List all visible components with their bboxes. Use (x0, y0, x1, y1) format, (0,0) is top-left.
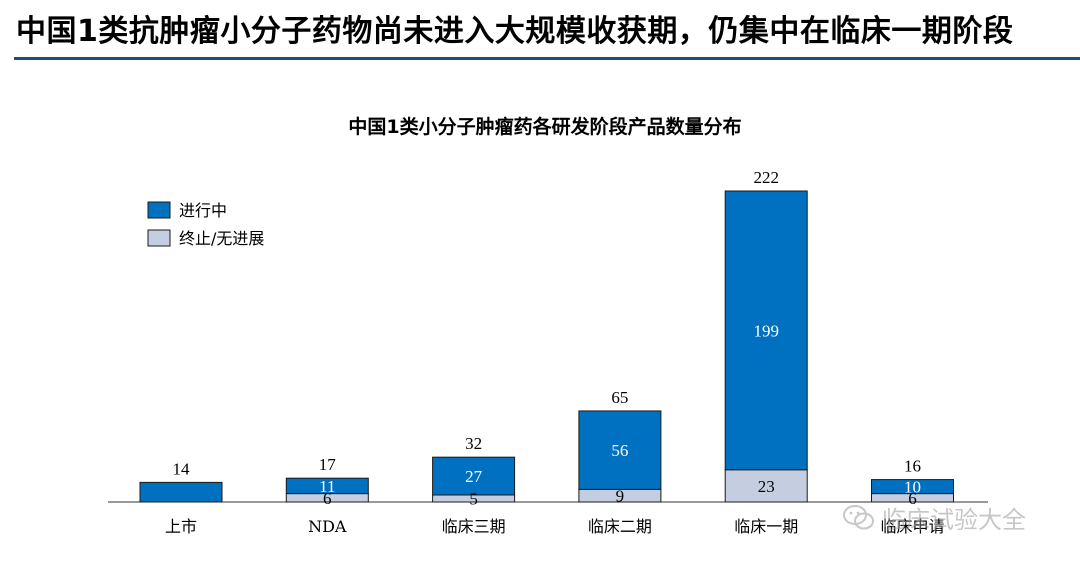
seg-label-stopped-cat-2: 5 (469, 489, 478, 508)
slide-title: 中国1类抗肿瘤小分子药物尚未进入大规模收获期，仍集中在临床一期阶段 (16, 14, 1014, 49)
seg-label-stopped-cat-3: 9 (616, 487, 625, 506)
category-label-cat-3: 临床二期 (588, 517, 652, 536)
seg-label-stopped-cat-1: 6 (323, 489, 332, 508)
legend: 进行中 终止/无进展 (147, 201, 264, 248)
category-label-cat-1: NDA (308, 517, 347, 536)
category-label-cat-2: 临床三期 (442, 517, 506, 536)
seg-label-ongoing-cat-2: 27 (465, 467, 483, 486)
seg-label-ongoing-cat-4: 199 (753, 321, 779, 340)
bar-ongoing-cat-4 (724, 190, 808, 471)
watermark: 临床试验大全 (842, 500, 1026, 535)
bar-stopped-cat-4 (724, 469, 808, 503)
seg-label-ongoing-cat-5: 10 (904, 478, 921, 497)
legend-label-stopped: 终止/无进展 (179, 229, 264, 248)
total-label-cat-1: 17 (319, 455, 337, 474)
legend-label-ongoing: 进行中 (179, 201, 227, 220)
legend-swatch-stopped (147, 229, 171, 247)
watermark-text: 临床试验大全 (882, 506, 1026, 534)
seg-label-ongoing-cat-3: 56 (611, 441, 628, 460)
bar-ongoing-cat-5 (871, 479, 954, 495)
total-label-cat-4: 222 (753, 168, 779, 187)
category-label-cat-4: 临床一期 (734, 517, 798, 536)
title-rule (14, 57, 1080, 60)
seg-label-ongoing-cat-1: 11 (319, 477, 335, 496)
total-label-cat-2: 32 (465, 434, 482, 453)
total-label-cat-0: 14 (173, 459, 191, 478)
wechat-icon (843, 504, 874, 529)
bar-ongoing-cat-2 (432, 456, 516, 496)
total-label-cat-5: 16 (904, 457, 921, 476)
bar-ongoing-cat-0 (139, 481, 223, 503)
bar-ongoing-cat-1 (285, 477, 369, 495)
bar-ongoing-cat-3 (578, 410, 662, 490)
category-label-cat-5: 临床申请 (880, 517, 944, 536)
category-label-cat-0: 上市 (165, 517, 197, 536)
legend-swatch-ongoing (147, 201, 171, 219)
chart-title: 中国1类小分子肿瘤药各研发阶段产品数量分布 (348, 115, 741, 138)
bars-layer: 14上市61117NDA52732临床三期95665临床二期23199222临床… (139, 168, 954, 536)
total-label-cat-3: 65 (611, 388, 628, 407)
seg-label-stopped-cat-5: 6 (908, 489, 917, 508)
seg-label-stopped-cat-4: 23 (758, 477, 775, 496)
